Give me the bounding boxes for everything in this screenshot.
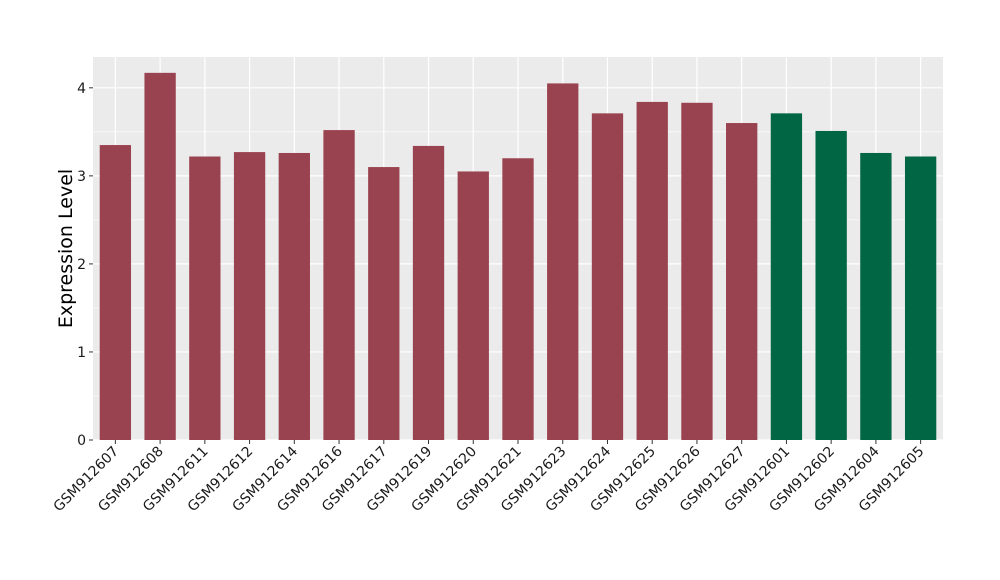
y-tick-label: 0	[77, 433, 86, 449]
bar	[368, 167, 400, 440]
bar	[636, 101, 668, 441]
bar	[726, 123, 758, 440]
y-axis: 0 1 2 3 4	[77, 81, 93, 449]
y-tick-label: 4	[77, 81, 86, 97]
bar	[770, 113, 803, 440]
bar	[591, 113, 624, 440]
bar	[323, 130, 355, 440]
bar	[99, 145, 132, 441]
bar	[904, 156, 937, 441]
bar	[189, 156, 221, 441]
y-axis-title: Expression Level	[55, 169, 77, 328]
bar	[412, 145, 445, 440]
bar	[233, 152, 266, 440]
y-tick-label: 2	[77, 257, 86, 273]
bars	[99, 72, 937, 441]
y-tick-label: 1	[77, 345, 86, 361]
bar	[815, 130, 847, 440]
bar	[144, 72, 176, 441]
bar	[457, 171, 489, 440]
x-axis: GSM912607GSM912608GSM912611GSM912612GSM9…	[51, 440, 927, 515]
bar	[547, 83, 579, 441]
bar	[278, 152, 310, 441]
bar	[860, 152, 892, 441]
y-tick-label: 3	[77, 169, 86, 185]
bar	[681, 102, 713, 440]
bar	[502, 158, 534, 440]
